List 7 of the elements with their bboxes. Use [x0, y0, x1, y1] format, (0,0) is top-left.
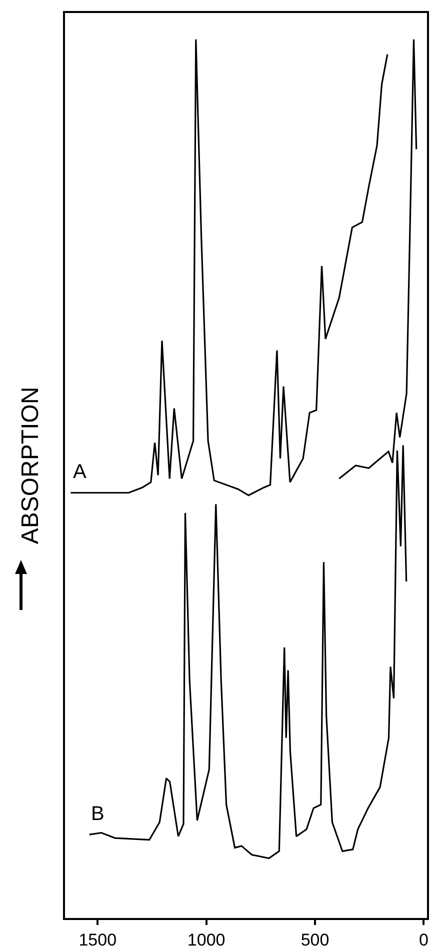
x-tick-label: 500 [300, 930, 330, 946]
y-axis-title: ABSORPTION [16, 386, 44, 544]
x-tick-label: 1500 [78, 930, 117, 946]
series-label: A [73, 461, 87, 483]
series-label: B [91, 803, 104, 825]
x-tick-label: 0 [419, 930, 428, 946]
x-tick-label: 1000 [187, 930, 226, 946]
